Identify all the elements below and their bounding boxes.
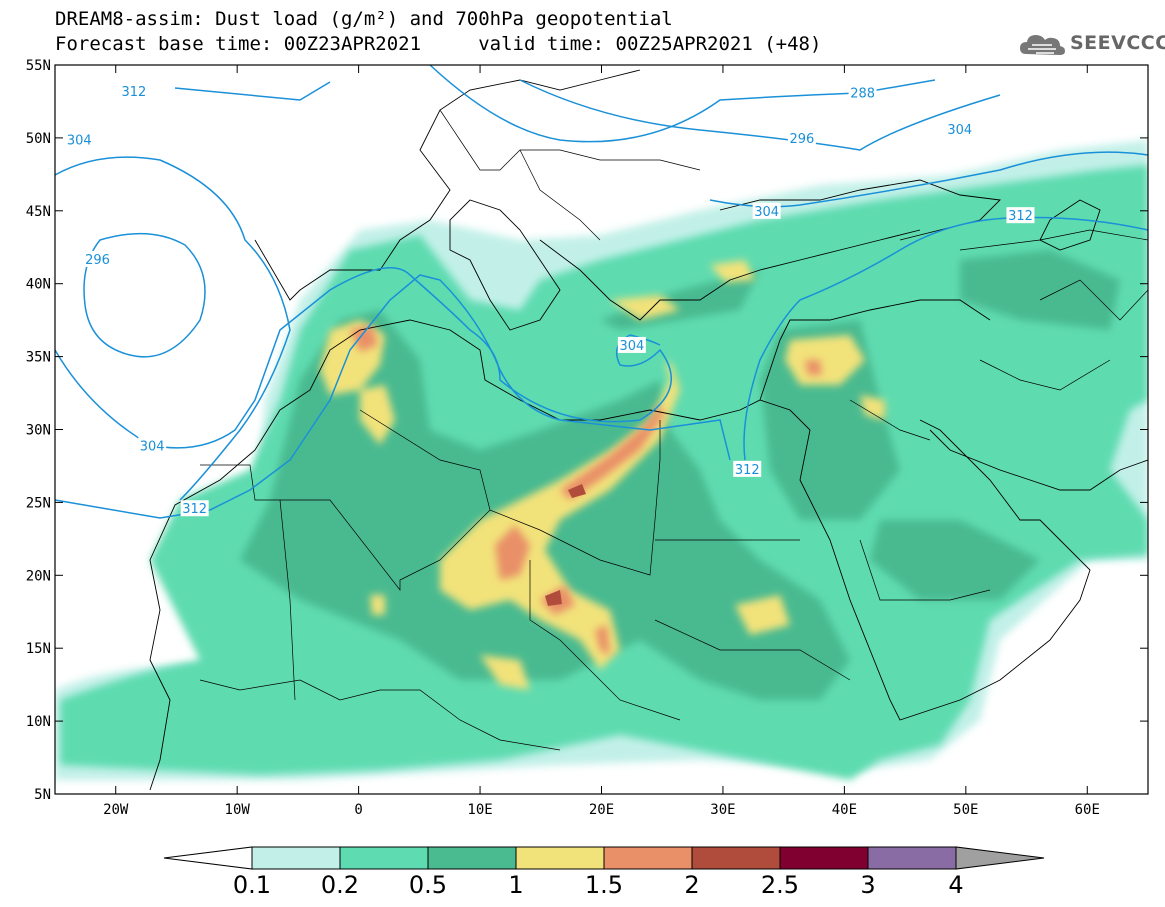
- coastlines: [149, 69, 1148, 791]
- colorbar-under-triangle: [163, 846, 253, 870]
- contour-label-bg: [787, 129, 816, 146]
- contour-label: 304: [619, 339, 644, 354]
- dust-field: [55, 65, 1148, 791]
- lon-tick-label: 60E: [1075, 802, 1100, 818]
- colorbar-label: 3: [860, 871, 875, 899]
- lon-tick-label: 50E: [953, 802, 978, 818]
- lat-tick-label: 40N: [26, 277, 51, 293]
- contour-label: 312: [122, 85, 147, 100]
- colorbar-label: 2: [684, 871, 699, 899]
- contour-label-bg: [138, 437, 167, 454]
- seevccc-logo: SEEVCCC: [1018, 28, 1165, 60]
- lat-tick-label: 20N: [26, 568, 51, 584]
- contour-label: 296: [85, 253, 110, 268]
- contour-label-bg: [945, 121, 974, 138]
- contour-labels: 312 288 296 304 304 304 312 296 304 304 312 312: [65, 83, 1035, 517]
- contour-label: 304: [140, 440, 165, 455]
- lat-tick-label: 45N: [26, 204, 51, 220]
- contour-label: 312: [735, 463, 760, 478]
- colorbar-label: 0.1: [233, 871, 271, 899]
- contour-label-bg: [848, 84, 877, 101]
- axis-ticks: 20W 10W 0 10E 20E 30E 40E 50E 60E 55N 50N 45N 40N 35N…: [26, 58, 1148, 818]
- colorbar-over-triangle: [955, 846, 1045, 870]
- contour-label: 304: [67, 133, 92, 148]
- lat-tick-label: 35N: [26, 350, 51, 366]
- lon-tick-label: 0: [354, 802, 362, 818]
- contour-label-bg: [752, 202, 781, 219]
- contour-label: 312: [1008, 209, 1033, 224]
- lon-tick-label: 10E: [467, 802, 492, 818]
- lat-tick-label: 10N: [26, 714, 51, 730]
- contour-label: 296: [789, 132, 814, 147]
- contour-label: 288: [850, 87, 875, 102]
- contour-label-bg: [733, 460, 762, 477]
- colorbar: 0.1 0.2 0.5 1 1.5 2 2.5 3 4: [163, 846, 1045, 899]
- colorbar-label: 0.2: [321, 871, 359, 899]
- colorbar-segment: [339, 846, 429, 870]
- contour-label-bg: [119, 83, 148, 100]
- colorbar-segment: [515, 846, 605, 870]
- cloud-icon: [1020, 35, 1065, 55]
- colorbar-segment: [427, 846, 517, 870]
- logo-text: SEEVCCC: [1070, 32, 1165, 54]
- colorbar-label: 1.5: [585, 871, 623, 899]
- contour-label: 304: [754, 205, 779, 220]
- contour-label: 304: [947, 123, 972, 138]
- colorbar-label: 0.5: [409, 871, 447, 899]
- map-subtitle: Forecast base time: 00Z23APR2021 valid t…: [55, 33, 822, 55]
- colorbar-label: 4: [948, 871, 963, 899]
- map-title: DREAM8-assim: Dust load (g/m²) and 700hP…: [55, 8, 673, 30]
- lat-tick-label: 50N: [26, 131, 51, 147]
- contour-label-bg: [1006, 207, 1035, 224]
- colorbar-label: 1: [508, 871, 523, 899]
- contour-label-bg: [180, 500, 209, 517]
- lon-tick-label: 20E: [589, 802, 614, 818]
- contour-label: 312: [182, 502, 207, 517]
- colorbar-segment: [779, 846, 869, 870]
- country-borders: [199, 109, 1148, 751]
- lon-tick-label: 30E: [710, 802, 735, 818]
- colorbar-segment: [867, 846, 957, 870]
- contour-label-bg: [617, 336, 646, 353]
- lat-tick-label: 5N: [34, 787, 51, 803]
- contour-label-bg: [65, 131, 94, 148]
- lat-tick-label: 25N: [26, 495, 51, 511]
- colorbar-segment: [603, 846, 693, 870]
- contour-label-bg: [83, 250, 112, 267]
- lon-tick-label: 40E: [832, 802, 857, 818]
- lat-tick-label: 55N: [26, 58, 51, 74]
- lat-tick-label: 30N: [26, 423, 51, 439]
- lon-tick-label: 20W: [103, 802, 129, 818]
- colorbar-segment: [691, 846, 781, 870]
- colorbar-segment: [251, 846, 341, 870]
- lat-tick-label: 15N: [26, 641, 51, 657]
- colorbar-label: 2.5: [761, 871, 799, 899]
- lon-tick-label: 10W: [225, 802, 251, 818]
